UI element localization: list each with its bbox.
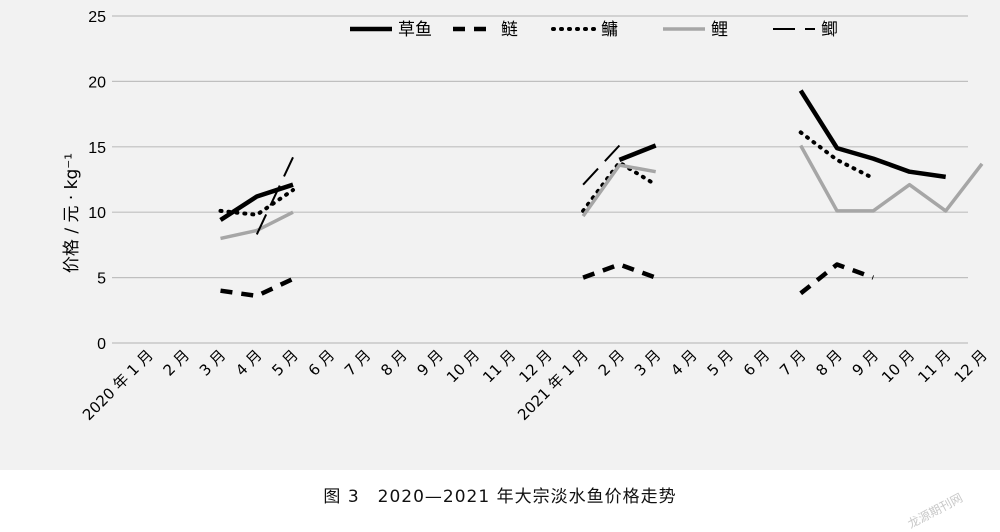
y-tick-label: 15 [88, 140, 106, 157]
series-line-segment [219, 182, 294, 222]
series-2 [218, 130, 876, 217]
series-line-segment [582, 144, 621, 186]
series-line-segment [798, 89, 947, 180]
series-1 [220, 262, 874, 299]
y-tick-label: 20 [88, 74, 106, 91]
series-lines [218, 89, 984, 299]
series-line-segment [581, 160, 658, 213]
series-line-segment [582, 262, 657, 280]
series-line-segment [218, 188, 295, 217]
x-tick-label: 11 月 [479, 346, 519, 386]
legend: 草鱼 鲢 鳙 鲤 鲫 [350, 20, 838, 40]
gridlines [112, 15, 968, 344]
y-axis-label: 价格 / 元 · kg⁻¹ [62, 153, 82, 273]
x-tick-label: 11 月 [914, 346, 954, 386]
y-tick-label: 10 [88, 205, 106, 222]
x-tick-label: 10 月 [443, 346, 483, 386]
x-tick-label: 2 月 [595, 346, 628, 379]
x-tick-label: 7 月 [776, 346, 809, 379]
x-tick-label: 2 月 [160, 346, 193, 379]
y-tick-label: 0 [97, 336, 106, 353]
x-tick-label: 4 月 [667, 346, 700, 379]
series-line-segment [798, 130, 876, 181]
x-tick-label: 9 月 [849, 346, 882, 379]
x-tick-label: 12 月 [951, 346, 991, 386]
legend-label: 鳙 [601, 20, 618, 40]
series-line-segment [581, 163, 657, 218]
series-line-segment [255, 156, 294, 235]
x-tick-label: 6 月 [740, 346, 773, 379]
x-tick-label: 7 月 [341, 346, 374, 379]
y-tick-label: 25 [88, 9, 106, 26]
series-line-segment [799, 144, 984, 213]
series-line-segment [799, 262, 874, 296]
legend-label: 鲫 [821, 20, 838, 40]
series-3 [220, 144, 984, 241]
series-line-segment [220, 276, 294, 299]
x-tick-label: 10 月 [878, 346, 918, 386]
x-tick-label: 8 月 [812, 346, 845, 379]
y-axis-ticks: 0 5 10 15 20 25 [88, 9, 106, 353]
x-tick-label: 3 月 [631, 346, 664, 379]
x-tick-label: 8 月 [377, 346, 410, 379]
y-tick-label: 5 [97, 271, 106, 288]
legend-label: 鲢 [501, 20, 518, 40]
figure-caption: 图 3 2020—2021 年大宗淡水鱼价格走势 [323, 487, 677, 507]
x-tick-label: 5 月 [704, 346, 737, 379]
x-tick-label: 3 月 [196, 346, 229, 379]
x-tick-label: 4 月 [232, 346, 265, 379]
series-line-segment [618, 143, 657, 162]
series-0 [219, 89, 947, 222]
series-line-segment [220, 210, 294, 241]
x-tick-label: 2020 年 1 月 [79, 346, 157, 424]
x-tick-label: 6 月 [305, 346, 338, 379]
x-tick-label: 5 月 [268, 346, 301, 379]
series-4 [255, 144, 621, 235]
x-tick-label: 9 月 [413, 346, 446, 379]
legend-label: 草鱼 [398, 20, 432, 40]
legend-label: 鲤 [711, 20, 728, 40]
